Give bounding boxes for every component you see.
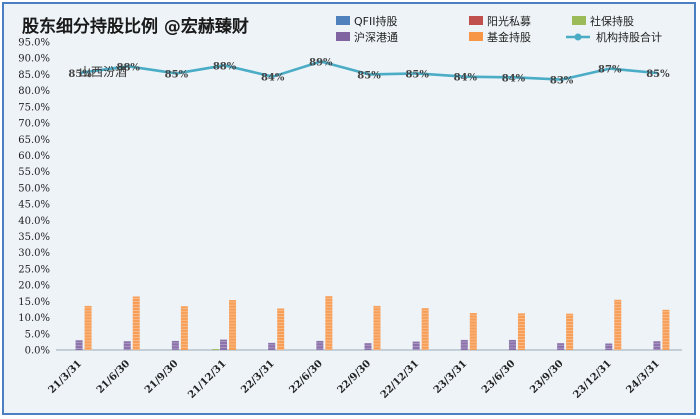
legend-label: 社保持股: [590, 14, 634, 28]
data-label: 84%: [261, 73, 285, 84]
data-label: 83%: [550, 76, 574, 87]
bar-社保持股: [212, 349, 220, 350]
bar-基金持股: [614, 299, 622, 350]
data-label: 87%: [598, 65, 622, 76]
x-tick-label: 24/3/31: [624, 358, 662, 396]
data-label: 84%: [502, 73, 526, 84]
x-tick-label: 21/9/30: [143, 358, 181, 396]
legend-swatch: [469, 32, 483, 41]
y-tick-label: 5.0%: [25, 329, 50, 340]
y-tick-label: 35.0%: [18, 232, 50, 243]
data-label: 84%: [454, 73, 478, 84]
legend-label: 沪深港通: [354, 30, 398, 44]
data-label: 85%: [646, 69, 670, 80]
bar-基金持股: [84, 305, 92, 350]
bar-基金持股: [421, 308, 429, 350]
legend-label: 机构持股合计: [596, 30, 662, 44]
data-label: 88%: [213, 61, 237, 72]
x-tick-label: 23/6/30: [480, 358, 518, 396]
bar-沪深港通: [123, 341, 131, 350]
data-label: 88%: [117, 62, 141, 73]
bar-沪深港通: [508, 339, 516, 350]
y-tick-label: 65.0%: [18, 135, 50, 146]
y-tick-label: 15.0%: [18, 297, 50, 308]
bar-基金持股: [517, 313, 525, 350]
y-tick-label: 45.0%: [18, 200, 50, 211]
y-tick-label: 75.0%: [18, 102, 50, 113]
bar-基金持股: [277, 308, 285, 350]
y-tick-label: 95.0%: [18, 38, 50, 49]
x-tick-label: 23/9/30: [528, 358, 566, 396]
y-tick-label: 70.0%: [18, 119, 50, 130]
legend-swatch-marker: [574, 33, 582, 41]
y-tick-label: 0.0%: [25, 346, 50, 357]
legend-swatch: [336, 16, 350, 25]
x-tick-label: 21/12/31: [186, 358, 228, 400]
bar-基金持股: [325, 296, 333, 350]
y-tick-label: 30.0%: [18, 248, 50, 259]
bar-基金持股: [132, 296, 140, 350]
bar-基金持股: [469, 313, 477, 350]
x-tick-label: 23/3/31: [432, 358, 470, 396]
bars: [75, 296, 670, 351]
bar-基金持股: [180, 306, 188, 350]
legend-label: QFII持股: [354, 14, 397, 28]
y-tick-label: 80.0%: [18, 86, 50, 97]
bar-基金持股: [662, 309, 670, 350]
y-tick-label: 85.0%: [18, 70, 50, 81]
bar-基金持股: [566, 313, 574, 350]
data-label: 85%: [405, 69, 429, 80]
y-tick-label: 60.0%: [18, 151, 50, 162]
bar-沪深港通: [653, 341, 661, 350]
y-tick-label: 25.0%: [18, 264, 50, 275]
y-tick-label: 90.0%: [18, 54, 50, 65]
y-tick-label: 20.0%: [18, 281, 50, 292]
bar-沪深港通: [268, 342, 276, 350]
legend-label: 基金持股: [487, 30, 531, 44]
total-line-path: [79, 60, 659, 81]
data-label: 89%: [309, 57, 333, 68]
bar-沪深港通: [460, 339, 468, 350]
x-tick-label: 23/12/31: [571, 358, 613, 400]
watermark: 山西汾酒: [79, 65, 127, 79]
x-axis: 21/3/31 21/6/30 21/9/30 21/12/31 22/3/31 22/6…: [47, 358, 662, 400]
y-tick-label: 55.0%: [18, 167, 50, 178]
bar-沪深港通: [75, 340, 83, 350]
x-tick-label: 22/12/31: [379, 358, 421, 400]
y-tick-label: 50.0%: [18, 183, 50, 194]
bar-沪深港通: [171, 340, 179, 350]
bar-基金持股: [229, 300, 237, 350]
y-axis: 0.0% 5.0% 10.0% 15.0% 20.0% 25.0% 30.0% 35.0% 40…: [18, 38, 682, 357]
bar-沪深港通: [605, 343, 613, 350]
chart-frame: 股东细分持股比例 @宏赫臻财 QFII持股 阳光私募 社保持股沪深港通 基金持股 机构持…: [2, 2, 696, 415]
x-tick-label: 21/6/30: [95, 358, 133, 396]
x-tick-label: 22/9/30: [336, 358, 374, 396]
data-label: 85%: [357, 70, 381, 81]
bar-沪深港通: [412, 341, 420, 350]
legend-swatch: [469, 16, 483, 25]
chart-title: 股东细分持股比例 @宏赫臻财: [22, 16, 249, 37]
total-line: 85% 88% 85% 88% 84% 89% 85% 85% 84% 84% 83% 87% 85%: [68, 57, 670, 86]
x-tick-label: 22/3/31: [239, 358, 277, 396]
legend-swatch: [572, 16, 586, 25]
data-label: 85%: [165, 69, 189, 80]
bar-沪深港通: [220, 339, 228, 350]
data-label: 85%: [68, 69, 92, 80]
bar-基金持股: [373, 305, 381, 350]
y-tick-label: 40.0%: [18, 216, 50, 227]
y-tick-label: 10.0%: [18, 313, 50, 324]
bar-沪深港通: [316, 340, 324, 350]
x-tick-label: 22/6/30: [287, 358, 325, 396]
bar-沪深港通: [557, 343, 565, 350]
x-tick-label: 21/3/31: [47, 358, 85, 396]
legend-label: 阳光私募: [487, 14, 531, 28]
bar-沪深港通: [364, 343, 372, 350]
legend-swatch: [336, 32, 350, 41]
